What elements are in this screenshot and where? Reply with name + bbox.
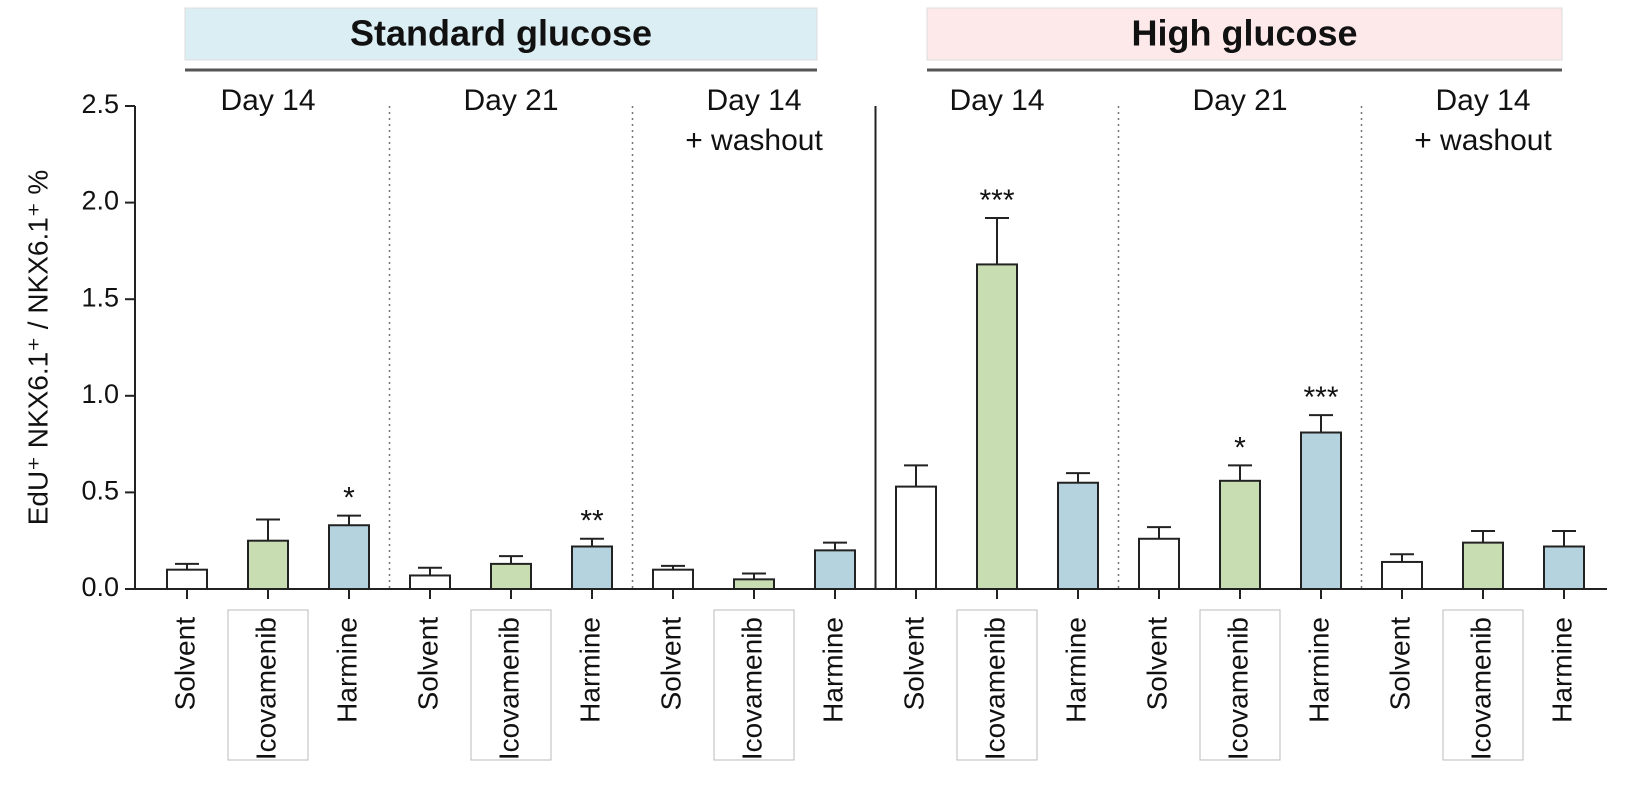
- x-tick-label: Solvent: [1384, 617, 1415, 711]
- y-tick-label: 2.0: [81, 186, 119, 216]
- x-tick-label: Harmine: [574, 617, 605, 723]
- x-tick-label: Icovamenib: [979, 617, 1010, 760]
- x-tick-label: Solvent: [898, 617, 929, 711]
- label-frame: [470, 609, 552, 761]
- x-tick-label: Icovamenib: [1465, 617, 1496, 760]
- condition-label: High glucose: [1131, 13, 1357, 54]
- bar: [976, 263, 1018, 590]
- bar: [409, 574, 451, 591]
- x-tick-label: Harmine: [1546, 617, 1577, 723]
- bar: [1381, 560, 1423, 591]
- x-tick-label: Icovamenib: [493, 617, 524, 760]
- condition-header-box: [184, 7, 818, 61]
- x-tick-label: Solvent: [1141, 617, 1172, 711]
- bar: [1057, 481, 1099, 590]
- label-frame: [227, 609, 309, 761]
- significance: ***: [1303, 381, 1338, 414]
- significance: ***: [979, 184, 1014, 217]
- bar: [166, 568, 208, 590]
- timepoint-label: Day 21: [1192, 84, 1287, 117]
- significance: **: [580, 505, 604, 538]
- timepoint-label: Day 14: [1435, 84, 1530, 117]
- x-tick-label: Harmine: [1060, 617, 1091, 723]
- bar: [247, 539, 289, 591]
- significance: *: [343, 482, 355, 515]
- bar: [1219, 479, 1261, 591]
- label-frame: [1199, 609, 1281, 761]
- bar: [490, 562, 532, 590]
- timepoint-label: Day 14: [706, 84, 801, 117]
- bar: [1300, 431, 1342, 590]
- y-tick-label: 1.5: [81, 282, 119, 312]
- y-tick-label: 0.0: [81, 572, 119, 602]
- significance: *: [1234, 431, 1246, 464]
- bar: [733, 578, 775, 591]
- x-tick-label: Icovamenib: [1222, 617, 1253, 760]
- timepoint-label: + washout: [1414, 124, 1552, 157]
- condition-header-box: [926, 7, 1563, 61]
- x-tick-label: Harmine: [1303, 617, 1334, 723]
- label-frame: [956, 609, 1038, 761]
- bar: [1462, 541, 1504, 591]
- condition-label: Standard glucose: [350, 13, 652, 54]
- y-axis-label: EdU⁺ NKX6.1⁺ / NKX6.1⁺ %: [22, 170, 53, 526]
- bar: [895, 485, 937, 591]
- bar: [1543, 545, 1585, 590]
- x-tick-label: Harmine: [817, 617, 848, 723]
- y-tick-label: 0.5: [81, 476, 119, 506]
- x-tick-label: Harmine: [331, 617, 362, 723]
- bar: [652, 568, 694, 590]
- x-tick-label: Icovamenib: [736, 617, 767, 760]
- timepoint-label: Day 21: [463, 84, 558, 117]
- bar: [328, 524, 370, 591]
- x-tick-label: Solvent: [655, 617, 686, 711]
- bar: [814, 549, 856, 590]
- bar: [1138, 537, 1180, 591]
- x-tick-label: Solvent: [169, 617, 200, 711]
- bar: [571, 545, 613, 590]
- label-frame: [713, 609, 795, 761]
- x-tick-label: Solvent: [412, 617, 443, 711]
- timepoint-label: + washout: [685, 124, 823, 157]
- timepoint-label: Day 14: [220, 84, 315, 117]
- y-tick-label: 2.5: [81, 89, 119, 119]
- timepoint-label: Day 14: [949, 84, 1044, 117]
- y-tick-label: 1.0: [81, 379, 119, 409]
- x-tick-label: Icovamenib: [250, 617, 281, 760]
- label-frame: [1442, 609, 1524, 761]
